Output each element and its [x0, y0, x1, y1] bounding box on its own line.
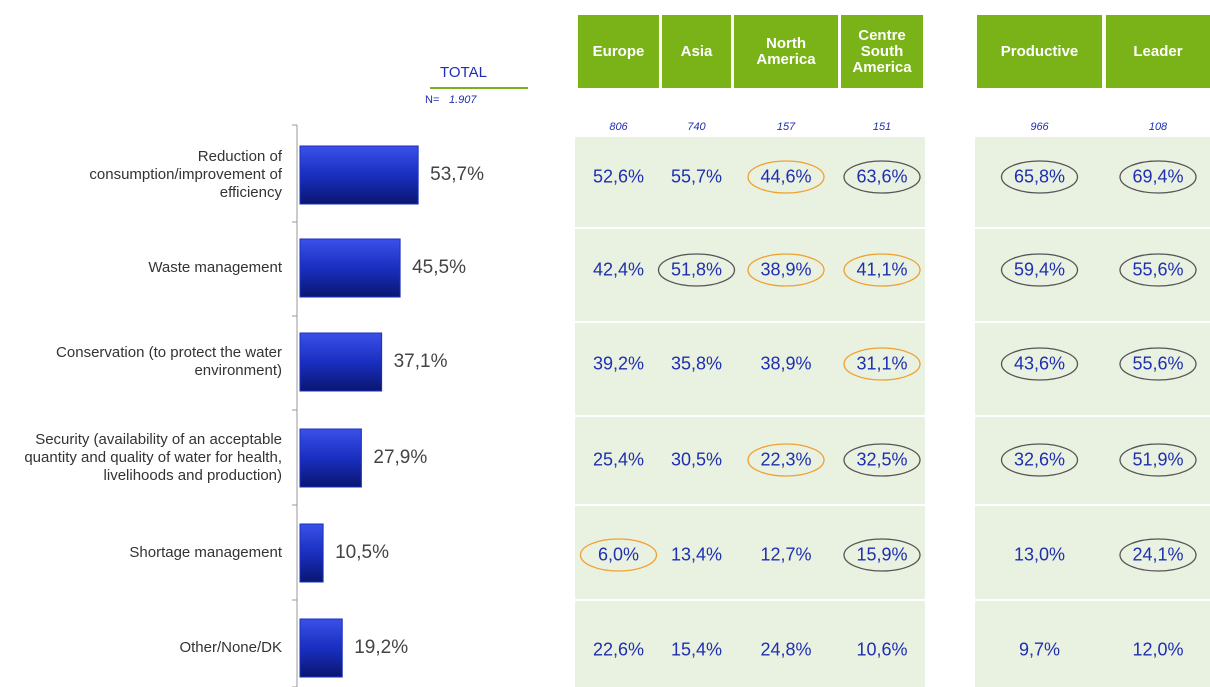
category-label: Other/None/DK [179, 639, 282, 656]
n-value: 151 [872, 121, 892, 133]
n-value: 157 [776, 121, 796, 133]
highlight-circle [1000, 253, 1079, 287]
value-label: 10,5% [335, 542, 389, 563]
column-header-text: Leader [1133, 42, 1183, 60]
table-bg [575, 137, 925, 687]
highlight-circle [1119, 253, 1197, 287]
highlight-circle [843, 253, 921, 287]
highlight-circle [747, 160, 825, 194]
category-label: Reduction of consumption/improvement of … [89, 148, 282, 201]
table-cell: 35,8% [670, 353, 723, 374]
column-header: Asia [662, 15, 731, 88]
table-cell: 13,4% [670, 544, 723, 565]
n-value: 740 [687, 121, 706, 133]
value-label: 45,5% [412, 257, 466, 278]
table-cell: 13,0% [1013, 544, 1066, 565]
bar [299, 428, 362, 488]
table-cell: 32,5% [856, 449, 908, 470]
column-header-text: Europe [592, 42, 645, 60]
table-cell: 10,6% [856, 639, 908, 660]
column-header-text: Productive [1000, 42, 1079, 60]
table-cell: 32,6% [1013, 449, 1066, 470]
n-value: 1.907 [449, 94, 477, 106]
highlight-circle [843, 347, 921, 381]
highlight-circle [1119, 443, 1197, 477]
table-cell: 24,8% [760, 639, 812, 660]
table-cell: 38,9% [760, 353, 812, 374]
table-cell: 31,1% [856, 353, 908, 374]
highlight-circle [843, 443, 921, 477]
table-cell: 51,9% [1132, 449, 1184, 470]
table-cell: 52,6% [592, 166, 645, 187]
table-cell: 30,5% [670, 449, 723, 470]
n-value: 806 [609, 121, 628, 133]
table-cell: 55,6% [1132, 353, 1184, 374]
category-label: Waste management [148, 259, 282, 276]
table-cell: 9,7% [1018, 639, 1061, 660]
category-label: Shortage management [129, 544, 282, 561]
table-cell: 42,4% [592, 259, 645, 280]
table-cell: 25,4% [592, 449, 645, 470]
column-header: Europe [578, 15, 659, 88]
table-bg [975, 137, 1210, 687]
table-cell: 63,6% [856, 166, 908, 187]
table-cell: 38,9% [760, 259, 812, 280]
highlight-circle [843, 538, 921, 572]
value-label: 19,2% [354, 637, 409, 658]
highlight-circle [1000, 443, 1079, 477]
column-header: Productive [977, 15, 1102, 88]
total-header: TOTAL [440, 64, 487, 81]
column-header-text: Centre South America [852, 26, 912, 76]
highlight-circle [1119, 538, 1197, 572]
category-label: Security (availability of an acceptable … [24, 431, 282, 484]
column-header-text: Asia [680, 42, 713, 60]
category-label: Conservation (to protect the water envir… [56, 344, 282, 379]
table-cell: 24,1% [1132, 544, 1184, 565]
bar [299, 145, 419, 205]
highlight-circle [657, 253, 736, 287]
highlight-circle [1119, 160, 1197, 194]
highlight-circle [843, 160, 921, 194]
column-header: North America [734, 15, 838, 88]
column-header: Centre South America [841, 15, 923, 88]
table-cell: 59,4% [1013, 259, 1066, 280]
column-header-text: North America [756, 34, 816, 68]
table-cell: 6,0% [597, 544, 640, 565]
highlight-circle [1000, 347, 1079, 381]
table-cell: 55,6% [1132, 259, 1184, 280]
table-cell: 12,7% [760, 544, 812, 565]
bar [299, 618, 343, 678]
table-cell: 65,8% [1013, 166, 1066, 187]
bar [299, 238, 401, 298]
highlight-circle [747, 253, 825, 287]
bar [299, 332, 383, 392]
table-cell: 43,6% [1013, 353, 1066, 374]
n-label: N= [425, 94, 440, 106]
table-cell: 51,8% [670, 259, 723, 280]
table-cell: 22,3% [760, 449, 812, 470]
highlight-circle [1119, 347, 1197, 381]
highlight-circle [1000, 160, 1079, 194]
column-header: Leader [1106, 15, 1210, 88]
value-label: 27,9% [373, 447, 428, 468]
table-cell: 55,7% [670, 166, 723, 187]
table-cell: 22,6% [592, 639, 645, 660]
table-cell: 39,2% [592, 353, 645, 374]
value-label: 37,1% [393, 351, 448, 372]
highlight-circle [747, 443, 825, 477]
table-cell: 44,6% [760, 166, 812, 187]
table-cell: 15,4% [670, 639, 723, 660]
table-cell: 12,0% [1132, 639, 1184, 660]
n-value: 108 [1148, 121, 1168, 133]
highlight-circle [579, 538, 658, 572]
value-label: 53,7% [430, 164, 484, 185]
table-cell: 41,1% [856, 259, 908, 280]
table-cell: 15,9% [856, 544, 908, 565]
n-value: 966 [1030, 121, 1049, 133]
table-cell: 69,4% [1132, 166, 1184, 187]
bar [299, 523, 324, 583]
